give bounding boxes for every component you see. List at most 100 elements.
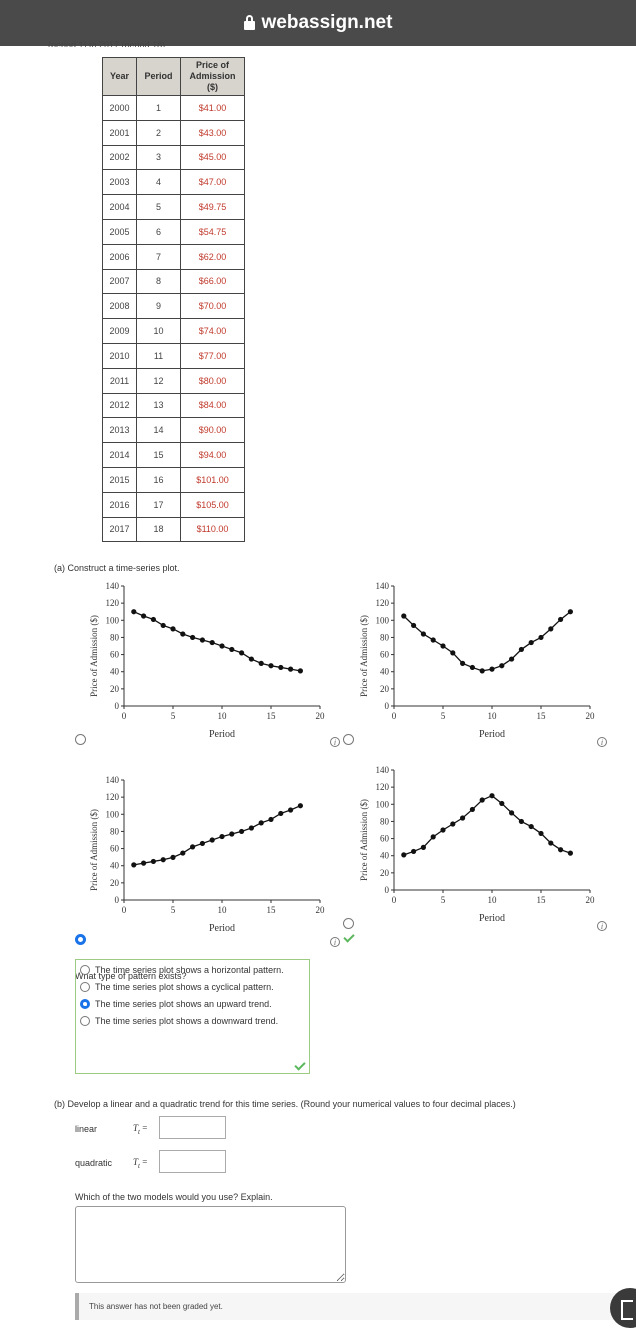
linear-trend-input[interactable]: [159, 1116, 226, 1139]
period-cell: 6: [136, 218, 181, 245]
quadratic-label: quadratic: [75, 1158, 113, 1168]
browser-address-bar[interactable]: webassign.net: [0, 0, 636, 46]
data-point: [268, 816, 274, 823]
table-row: 2017 18 $110.00: [102, 516, 245, 543]
x-tick-label: 20: [316, 711, 326, 721]
price-cell: $94.00: [180, 442, 245, 468]
price-cell: $70.00: [180, 293, 245, 320]
y-tick-label: 140: [106, 581, 120, 591]
data-point: [479, 797, 485, 803]
data-point: [528, 823, 534, 830]
header-period: Period: [136, 57, 181, 96]
y-tick-label: 80: [110, 826, 120, 836]
radio-downward[interactable]: [80, 1016, 90, 1026]
info-icon[interactable]: i: [597, 921, 607, 931]
info-icon[interactable]: i: [330, 737, 340, 747]
part-b-label: (b) Develop a linear and a quadratic tre…: [54, 1099, 516, 1109]
year-cell: 2006: [102, 243, 137, 270]
price-cell: $105.00: [180, 491, 245, 518]
table-row: 2015 16 $101.00: [102, 466, 245, 493]
x-tick-label: 20: [586, 711, 596, 721]
info-icon[interactable]: i: [597, 737, 607, 747]
period-cell: 12: [136, 367, 181, 394]
y-tick-label: 20: [110, 878, 120, 888]
plot-1-svg: 0 5 10 15 20 0 20 40 60 80 100 120 140 Period Price of…: [89, 581, 326, 740]
y-tick-label: 80: [110, 632, 120, 642]
quadratic-trend-input[interactable]: [159, 1150, 226, 1173]
data-point: [558, 847, 564, 853]
data-point: [450, 821, 456, 827]
option-text: The time series plot shows an upward tre…: [95, 999, 272, 1009]
price-cell: $47.00: [180, 169, 245, 196]
data-point: [479, 668, 485, 674]
radio-cyclical[interactable]: [80, 982, 90, 992]
year-cell: 2005: [102, 218, 137, 245]
plot-radio-4[interactable]: [343, 918, 354, 929]
data-point: [509, 810, 515, 816]
option-text: The time series plot shows a horizontal …: [95, 965, 284, 975]
graded-note: This answer has not been graded yet.: [75, 1293, 636, 1320]
data-point: [489, 793, 495, 799]
plot-radio-1[interactable]: [75, 734, 86, 745]
data-point: [219, 643, 225, 649]
data-point: [528, 639, 534, 646]
pattern-option-cyclical[interactable]: The time series plot shows a cyclical pa…: [80, 982, 274, 992]
data-point: [150, 616, 156, 623]
checkmark-icon: [294, 1059, 306, 1071]
pattern-option-upward[interactable]: The time series plot shows an upward tre…: [80, 999, 272, 1009]
x-axis-label: Period: [209, 729, 235, 740]
data-point: [538, 634, 544, 641]
data-point: [258, 660, 264, 666]
info-icon[interactable]: i: [330, 937, 340, 947]
y-tick-label: 60: [380, 650, 390, 660]
header-price: Price of Admission ($): [180, 57, 245, 96]
price-cell: $84.00: [180, 392, 245, 419]
table-row: 2014 15 $94.00: [102, 442, 245, 468]
y-tick-label: 120: [376, 598, 390, 608]
y-tick-label: 120: [106, 792, 120, 802]
y-axis-label: Price of Admission ($): [359, 615, 369, 697]
data-point: [278, 810, 284, 817]
data-point: [199, 637, 205, 643]
data-point: [239, 650, 245, 656]
data-point: [460, 660, 466, 666]
data-point: [278, 664, 284, 671]
plot-radio-3[interactable]: [75, 934, 86, 945]
pattern-options-box: The time series plot shows a horizontal …: [75, 959, 310, 1074]
radio-upward[interactable]: [80, 999, 90, 1009]
radio-horizontal[interactable]: [80, 965, 90, 975]
data-point: [548, 626, 554, 632]
price-cell: $54.75: [180, 218, 245, 245]
y-axis-label: Price of Admission ($): [89, 809, 99, 891]
option-text: The time series plot shows a downward tr…: [95, 1016, 279, 1026]
table-row: 2001 2 $43.00: [102, 119, 245, 146]
data-point: [538, 830, 544, 837]
period-cell: 9: [136, 293, 181, 320]
y-axis-label: Price of Admission ($): [89, 615, 99, 697]
price-table: Year Period Price of Admission ($) 2000 1 $4…: [102, 57, 245, 543]
y-tick-label: 140: [376, 581, 390, 591]
x-tick-label: 15: [267, 711, 277, 721]
price-cell: $45.00: [180, 144, 245, 171]
data-point: [248, 656, 254, 662]
x-axis-label: Period: [209, 923, 235, 934]
plot-radio-2[interactable]: [343, 734, 354, 745]
data-point: [190, 844, 196, 850]
y-tick-label: 80: [380, 816, 390, 826]
year-cell: 2013: [102, 417, 137, 444]
year-cell: 2000: [102, 95, 137, 121]
pattern-option-downward[interactable]: The time series plot shows a downward tr…: [80, 1016, 278, 1026]
header-price-line: Price of: [195, 60, 229, 70]
y-tick-label: 140: [106, 775, 120, 785]
table-row: 2003 4 $47.00: [102, 169, 245, 196]
pattern-option-horizontal[interactable]: The time series plot shows a horizontal …: [80, 965, 284, 975]
x-axis-label: Period: [479, 913, 505, 924]
year-cell: 2001: [102, 119, 137, 146]
plot-4-svg: 0 5 10 15 20 0 20 40 60 80 100 120 140 Period Price of…: [359, 765, 595, 924]
data-point: [401, 613, 407, 619]
explain-textarea[interactable]: [75, 1206, 346, 1283]
floating-menu-button[interactable]: [610, 1288, 636, 1328]
data-point: [440, 643, 446, 649]
period-cell: 16: [136, 466, 181, 493]
y-tick-label: 40: [380, 667, 390, 677]
